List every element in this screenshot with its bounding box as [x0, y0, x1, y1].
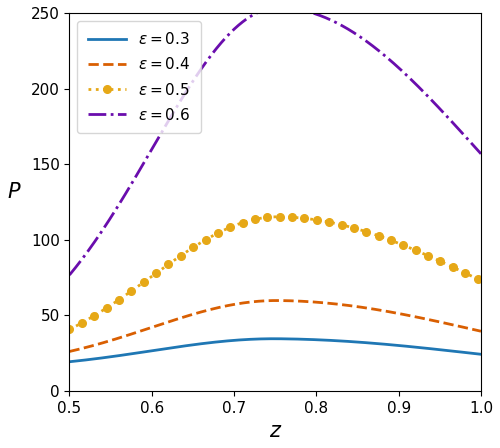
- $\epsilon = 0.6$: [66, 272, 72, 278]
- $\epsilon = 0.6$: [276, 5, 282, 10]
- $\epsilon = 0.6$: [172, 107, 178, 112]
- Line: $\epsilon = 0.6$: $\epsilon = 0.6$: [70, 8, 481, 275]
- $\epsilon = 0.4$: [342, 302, 348, 308]
- $\epsilon = 0.4$: [172, 317, 178, 323]
- $\epsilon = 0.5$: [140, 280, 145, 286]
- $\epsilon = 0.6$: [342, 25, 348, 30]
- $\epsilon = 0.3$: [377, 341, 383, 346]
- $\epsilon = 0.3$: [66, 359, 72, 364]
- $\epsilon = 0.5$: [342, 223, 348, 228]
- $\epsilon = 0.4$: [478, 328, 484, 334]
- $\epsilon = 0.4$: [310, 299, 316, 305]
- $\epsilon = 0.5$: [276, 214, 281, 220]
- Line: $\epsilon = 0.4$: $\epsilon = 0.4$: [70, 301, 481, 352]
- $\epsilon = 0.3$: [172, 345, 178, 350]
- $\epsilon = 0.3$: [478, 352, 484, 357]
- $\epsilon = 0.5$: [310, 217, 316, 222]
- $\epsilon = 0.5$: [66, 327, 72, 332]
- Legend: $\epsilon = 0.3$, $\epsilon = 0.4$, $\epsilon = 0.5$, $\epsilon = 0.6$: $\epsilon = 0.3$, $\epsilon = 0.4$, $\ep…: [77, 21, 201, 134]
- $\epsilon = 0.3$: [342, 339, 348, 344]
- $\epsilon = 0.4$: [377, 307, 383, 313]
- $\epsilon = 0.5$: [377, 233, 383, 239]
- X-axis label: $z$: $z$: [268, 421, 282, 441]
- $\epsilon = 0.6$: [140, 163, 145, 168]
- $\epsilon = 0.6$: [252, 11, 258, 16]
- $\epsilon = 0.5$: [252, 216, 258, 222]
- $\epsilon = 0.6$: [310, 10, 316, 16]
- $\epsilon = 0.3$: [252, 336, 258, 342]
- Y-axis label: $P$: $P$: [7, 182, 22, 202]
- Line: $\epsilon = 0.3$: $\epsilon = 0.3$: [70, 339, 481, 362]
- $\epsilon = 0.4$: [66, 349, 72, 354]
- $\epsilon = 0.6$: [478, 151, 484, 156]
- $\epsilon = 0.3$: [310, 337, 316, 342]
- $\epsilon = 0.3$: [271, 336, 277, 341]
- $\epsilon = 0.5$: [478, 278, 484, 283]
- $\epsilon = 0.4$: [140, 328, 145, 333]
- Line: $\epsilon = 0.5$: $\epsilon = 0.5$: [66, 213, 485, 333]
- $\epsilon = 0.6$: [377, 49, 383, 54]
- $\epsilon = 0.4$: [274, 298, 280, 303]
- $\epsilon = 0.3$: [140, 349, 145, 355]
- $\epsilon = 0.5$: [172, 257, 178, 262]
- $\epsilon = 0.4$: [252, 299, 258, 304]
